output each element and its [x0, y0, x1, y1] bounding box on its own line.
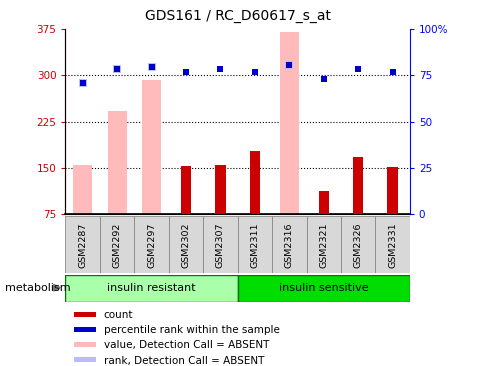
- Text: percentile rank within the sample: percentile rank within the sample: [104, 325, 279, 335]
- Text: value, Detection Call = ABSENT: value, Detection Call = ABSENT: [104, 340, 269, 351]
- Text: GSM2311: GSM2311: [250, 223, 259, 268]
- Bar: [100, 216, 134, 273]
- Text: rank, Detection Call = ABSENT: rank, Detection Call = ABSENT: [104, 355, 264, 366]
- Bar: [134, 216, 168, 273]
- Text: GSM2292: GSM2292: [112, 223, 121, 268]
- Bar: [375, 216, 409, 273]
- Bar: [181, 166, 191, 214]
- Bar: [203, 216, 237, 273]
- Bar: [215, 165, 225, 214]
- Bar: [318, 191, 328, 214]
- Text: insulin sensitive: insulin sensitive: [278, 283, 368, 293]
- Text: GSM2331: GSM2331: [387, 223, 396, 268]
- Bar: [74, 342, 95, 347]
- Bar: [352, 157, 363, 214]
- Bar: [168, 216, 203, 273]
- Bar: [74, 312, 95, 317]
- Text: GSM2316: GSM2316: [284, 223, 293, 268]
- Bar: [73, 165, 92, 214]
- Bar: [306, 216, 340, 273]
- Text: metabolism: metabolism: [5, 283, 70, 293]
- Bar: [74, 327, 95, 332]
- Text: GSM2287: GSM2287: [78, 223, 87, 268]
- Text: GDS161 / RC_D60617_s_at: GDS161 / RC_D60617_s_at: [144, 9, 330, 23]
- Text: GSM2302: GSM2302: [181, 223, 190, 268]
- Text: insulin resistant: insulin resistant: [107, 283, 196, 293]
- Bar: [107, 111, 126, 214]
- Bar: [74, 357, 95, 362]
- Bar: [237, 216, 272, 273]
- Bar: [340, 216, 375, 273]
- Text: GSM2297: GSM2297: [147, 223, 156, 268]
- Text: GSM2321: GSM2321: [318, 223, 328, 268]
- Text: count: count: [104, 310, 133, 320]
- Bar: [279, 32, 298, 214]
- Bar: [65, 274, 237, 302]
- Text: GSM2326: GSM2326: [353, 223, 362, 268]
- Bar: [142, 80, 161, 214]
- Bar: [387, 167, 397, 214]
- Text: GSM2307: GSM2307: [215, 223, 225, 268]
- Bar: [272, 216, 306, 273]
- Bar: [237, 274, 409, 302]
- Bar: [249, 151, 259, 214]
- Bar: [65, 216, 100, 273]
